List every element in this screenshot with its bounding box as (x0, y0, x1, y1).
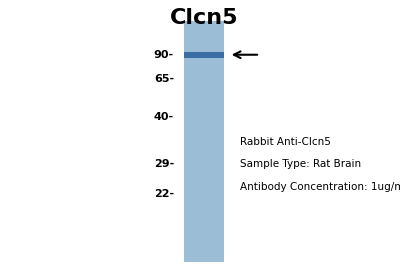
Text: 40-: 40- (154, 112, 174, 123)
Text: 65-: 65- (154, 74, 174, 84)
Bar (184, 52, 224, 58)
Text: 22-: 22- (154, 189, 174, 199)
Bar (184, 21, 224, 262)
Text: Antibody Concentration: 1ug/mL: Antibody Concentration: 1ug/mL (240, 182, 400, 192)
Text: Sample Type: Rat Brain: Sample Type: Rat Brain (240, 159, 361, 169)
Text: Rabbit Anti-Clcn5: Rabbit Anti-Clcn5 (240, 136, 331, 147)
Text: 90-: 90- (154, 50, 174, 60)
Text: Clcn5: Clcn5 (170, 8, 238, 28)
Text: 29-: 29- (154, 159, 174, 169)
